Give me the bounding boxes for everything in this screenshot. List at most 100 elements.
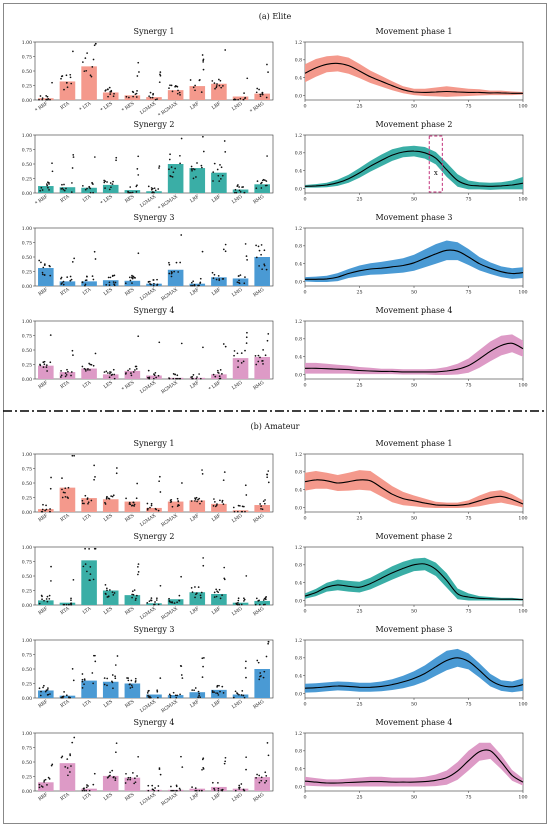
subject-dot xyxy=(105,89,107,91)
bar xyxy=(232,788,249,791)
x-tick-label: 0 xyxy=(303,104,306,110)
subject-dot xyxy=(132,501,135,504)
chart-title: Movement phase 2 xyxy=(375,120,452,129)
bar xyxy=(232,278,249,286)
subject-dot xyxy=(137,335,140,338)
subject-dot xyxy=(245,336,248,339)
chart-title: Synergy 1 xyxy=(134,27,175,36)
subject-dot xyxy=(239,97,242,100)
subject-dot xyxy=(258,678,261,681)
chart-title: Synergy 1 xyxy=(134,439,175,448)
subject-dot xyxy=(179,154,181,157)
subject-dot xyxy=(85,370,87,372)
subject-dot xyxy=(194,89,196,92)
subject-dot xyxy=(217,274,220,277)
subject-dot xyxy=(151,96,154,99)
subject-dot xyxy=(92,682,94,685)
subject-dot xyxy=(199,596,202,599)
subject-dot xyxy=(60,374,63,377)
subject-dot xyxy=(40,186,43,189)
subject-dot xyxy=(66,767,69,769)
subject-dot xyxy=(112,281,115,283)
subject-dot xyxy=(41,98,44,101)
subject-dot xyxy=(85,69,88,72)
subject-dot xyxy=(192,374,195,376)
subject-dot xyxy=(152,788,155,791)
subject-dot xyxy=(137,61,140,64)
subject-dot xyxy=(219,597,222,600)
subject-dot xyxy=(266,63,268,66)
subject-dot xyxy=(107,276,110,279)
subject-dot xyxy=(240,603,243,606)
subject-dot xyxy=(170,166,173,168)
subject-dot xyxy=(191,689,194,691)
subject-dot xyxy=(125,95,128,98)
subject-dot xyxy=(217,789,220,792)
subject-dot xyxy=(237,504,240,507)
subject-dot xyxy=(215,278,218,281)
subject-dot xyxy=(104,180,107,183)
x-tick-label: RTA xyxy=(59,193,71,204)
y-tick-label: 1.00 xyxy=(22,731,32,737)
subject-dot xyxy=(87,501,90,504)
subject-dot xyxy=(108,281,111,284)
subject-dot xyxy=(46,784,48,786)
subject-dot xyxy=(84,188,87,191)
subject-dot xyxy=(70,278,73,281)
subject-dot xyxy=(194,789,197,792)
x-tick-label: RTA xyxy=(59,379,71,390)
subject-dot xyxy=(169,84,171,87)
subject-dot xyxy=(233,510,236,513)
bar xyxy=(124,777,141,791)
subject-dot xyxy=(201,54,204,56)
subject-dot xyxy=(169,501,172,503)
subject-dot xyxy=(243,696,246,699)
subject-dot xyxy=(47,687,49,689)
subject-dot xyxy=(61,755,64,758)
subject-dot xyxy=(181,482,183,484)
synergy-chart-10: Synergy 2 0.00 0.25 0.50 0.75 1.00 RBF RTA LTA LE… xyxy=(22,532,274,621)
subject-dot xyxy=(127,776,130,779)
subject-dot xyxy=(234,188,237,191)
subject-dot xyxy=(91,275,94,278)
bar xyxy=(38,268,54,286)
bar xyxy=(102,92,119,100)
subject-dot xyxy=(131,593,133,596)
section-label-elite: (a) Elite xyxy=(258,12,292,21)
x-tick-label: 0 xyxy=(303,197,306,203)
subject-dot xyxy=(242,186,245,188)
x-tick-label: RGMAX xyxy=(160,286,179,302)
bar xyxy=(81,560,97,605)
subject-dot xyxy=(89,191,92,194)
subject-dot xyxy=(127,679,130,682)
subject-dot xyxy=(261,268,263,271)
subject-dot xyxy=(135,191,138,193)
subject-dot xyxy=(90,75,93,78)
subject-dot xyxy=(267,642,269,645)
subject-dot xyxy=(223,566,226,569)
bar xyxy=(211,374,227,379)
x-tick-label: RMG xyxy=(252,194,265,206)
subject-dot xyxy=(73,454,75,457)
subject-dot xyxy=(219,369,222,371)
subject-dot xyxy=(236,510,239,513)
x-tick-label: RGMAX xyxy=(160,698,179,714)
subject-dot xyxy=(238,279,240,282)
subject-dot xyxy=(191,375,194,378)
subject-dot xyxy=(49,98,51,101)
subject-dot xyxy=(257,354,260,357)
std-band xyxy=(305,240,523,282)
subject-dot xyxy=(224,151,227,153)
chart-title: Synergy 3 xyxy=(134,213,175,222)
subject-dot xyxy=(83,788,85,790)
subject-dot xyxy=(154,601,156,603)
subject-dot xyxy=(87,369,89,371)
x-tick-label: LES xyxy=(103,513,114,523)
subject-dot xyxy=(255,776,257,779)
subject-dot xyxy=(106,677,109,680)
subject-dot xyxy=(108,376,111,379)
subject-dot xyxy=(259,503,262,505)
subject-dot xyxy=(246,331,248,334)
y-tick-label: 1.00 xyxy=(22,319,32,325)
subject-dot xyxy=(211,80,214,82)
